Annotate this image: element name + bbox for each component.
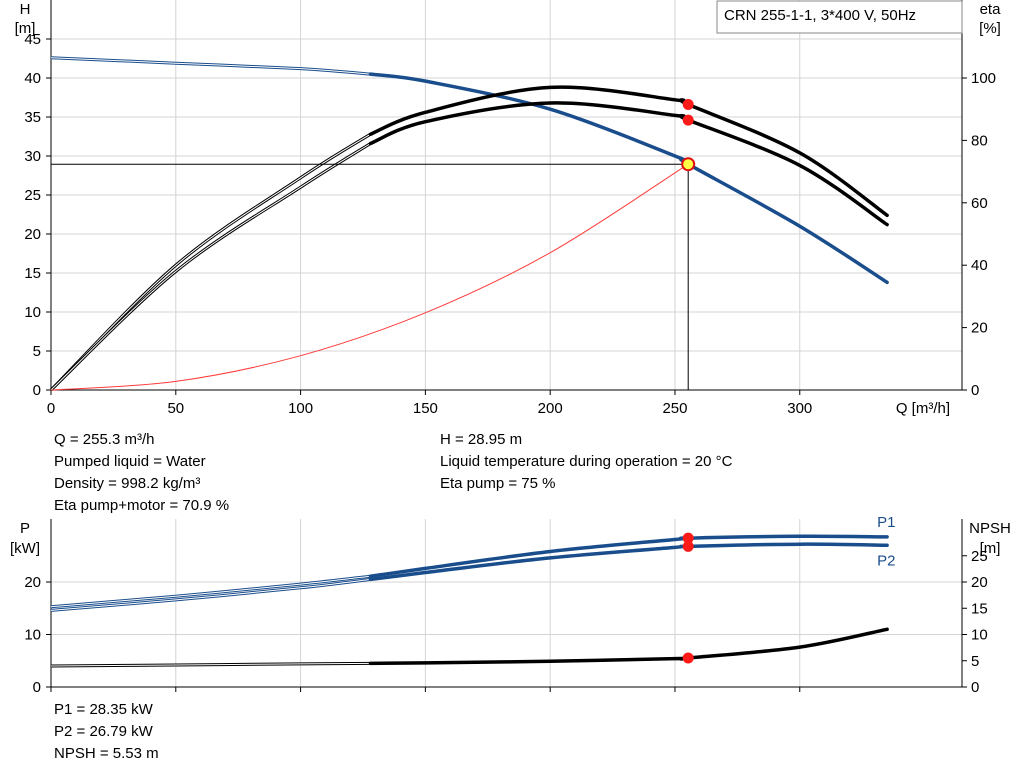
power-chart-grid [51,519,962,687]
curve-extension-outline [50,574,371,609]
power-duty-marker [682,532,694,544]
y2-axis-label: NPSH [969,520,1011,537]
y-tick-label: 0 [33,679,41,696]
power-chart-markers [682,532,694,664]
head-chart-curves [49,56,889,392]
y2-tick-label: 40 [971,257,988,274]
y2-tick-label: 5 [971,653,979,670]
x-axis-label: Q [m³/h] [896,400,950,417]
curve-extension-inner [50,133,371,391]
power-duty-marker [682,652,694,664]
duty-point-marker [681,157,696,172]
y-tick-label: 30 [24,148,41,165]
y-axis-label: H [20,1,31,18]
curve-extension-outline [50,577,371,612]
y2-tick-label: 80 [971,132,988,149]
p2-curve [368,542,889,582]
y-tick-label: 25 [24,187,41,204]
y-tick-label: 5 [33,343,41,360]
y2-tick-label: 0 [971,679,979,696]
p1-value: P1 = 28.35 kW [54,701,153,718]
x-tick-label: 300 [787,400,812,417]
power-chart-axes [46,519,967,692]
duty-info-left: Q = 255.3 m³/h Pumped liquid = Water Den… [54,429,229,517]
pumped-liquid-value: Pumped liquid = Water [54,453,206,470]
y2-tick-label: 20 [971,574,988,591]
y-tick-label: 40 [24,70,41,87]
y-axis-unit: [m] [15,20,36,37]
y2-tick-label: 100 [971,70,996,87]
head-chart-markers [51,99,696,390]
eta-duty-marker [682,114,694,126]
density-value: Density = 998.2 kg/m³ [54,475,201,492]
y2-tick-label: 20 [971,320,988,337]
x-tick-label: 50 [167,400,184,417]
y2-axis-unit: [%] [979,20,1001,37]
legend-p2: P2 [877,552,895,569]
p2-value: P2 = 26.79 kW [54,723,153,740]
y-tick-label: 15 [24,265,41,282]
y2-tick-label: 0 [971,382,979,399]
y-tick-label: 10 [24,304,41,321]
curve-extension-outline [49,142,372,392]
y-tick-label: 10 [24,627,41,644]
curve-extension-inner [50,578,371,611]
flow-value: Q = 255.3 m³/h [54,431,155,448]
head-chart-grid [51,0,962,390]
x-tick-label: 150 [413,400,438,417]
system-curve [50,163,689,391]
x-tick-label: 100 [288,400,313,417]
x-tick-label: 0 [47,400,55,417]
x-tick-label: 200 [538,400,563,417]
eta-pump-motor-value: Eta pump+motor = 70.9 % [54,497,230,514]
curve-extension-inner [50,662,371,667]
power-duty-marker [682,540,694,552]
curve-2 [368,627,889,666]
x-tick-label: 250 [662,400,687,417]
y-tick-label: 0 [33,382,41,399]
power-info: P1 = 28.35 kW P2 = 26.79 kW NPSH = 5.53 … [54,699,159,765]
y2-tick-label: 60 [971,195,988,212]
liquid-temperature-value: Liquid temperature during operation = 20… [440,453,733,470]
y-tick-label: 35 [24,109,41,126]
y2-tick-label: 25 [971,548,988,565]
curve-extension-inner [50,575,371,608]
curve-0 [368,72,889,285]
head-chart-labels: 0 50 100 150 200 250 300 0 5 10 15 20 25 30 35 40 45 0 20 4… [15,1,1002,417]
y2-tick-label: 15 [971,600,988,617]
power-chart-curves [50,534,889,668]
power-chart-labels: 0 10 20 0 5 10 15 20 25 P [kW] NPSH [m] P1 P2 [10,514,1011,696]
eta-duty-marker [682,99,694,111]
p1-curve [368,534,889,578]
y2-axis-label: eta [980,1,1002,18]
y-tick-label: 45 [24,31,41,48]
head-value: H = 28.95 m [440,431,523,448]
eta-pump-value: Eta pump = 75 % [440,475,556,492]
y-tick-label: 20 [24,574,41,591]
y-tick-label: 20 [24,226,41,243]
legend-p1: P1 [877,514,895,531]
chart-title-box [716,0,963,34]
y-axis-unit: [kW] [10,540,40,557]
duty-info-right: H = 28.95 m Liquid temperature during op… [440,429,732,495]
y2-tick-label: 10 [971,627,988,644]
curve-extension-inner [50,57,371,75]
y-axis-label: P [20,520,30,537]
curve-1 [368,85,889,218]
y2-axis-unit: [m] [980,540,1001,557]
head-chart-axes [46,0,967,395]
npsh-value: NPSH = 5.53 m [54,745,159,762]
chart-title: CRN 255-1-1, 3*400 V, 50Hz [724,7,916,24]
curve-extension-inner [50,143,371,391]
curve-2 [368,101,889,227]
